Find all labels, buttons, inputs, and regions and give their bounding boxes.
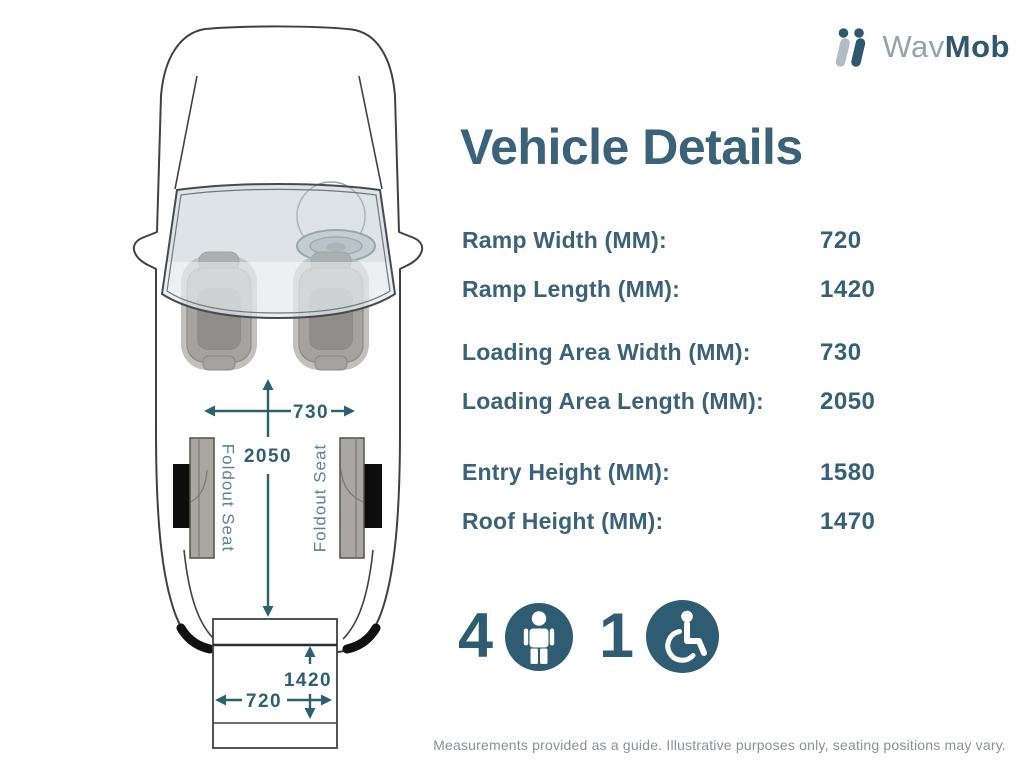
trunk-inner-line-right <box>342 549 374 640</box>
ramp-dimension-arrowheads <box>215 646 332 719</box>
person-badge <box>505 602 574 671</box>
car-body-outline <box>132 25 424 653</box>
spec-label: Roof Height (MM): <box>462 508 664 534</box>
spec-row-entry-height: Entry Height (MM): 1580 <box>462 448 1007 497</box>
spec-row-loading-length: Loading Area Length (MM): 2050 <box>462 377 1007 426</box>
wavmob-logo-text: WavMob <box>882 29 1010 65</box>
windshield-glass-lower <box>162 262 395 318</box>
hood-line-left <box>174 75 198 190</box>
spec-group-heights: Entry Height (MM): 1580 Roof Height (MM)… <box>462 448 1007 546</box>
capacity-row: 4 1 <box>458 600 720 673</box>
page-title: Vehicle Details <box>460 119 803 175</box>
spec-group-loading-area: Loading Area Width (MM): 730 Loading Are… <box>462 328 1007 426</box>
spec-label: Loading Area Width (MM): <box>462 339 751 365</box>
spec-value: 720 <box>820 226 862 254</box>
logo-text-mob: Mob <box>944 29 1010 64</box>
spec-label: Loading Area Length (MM): <box>462 388 764 414</box>
hood-line-right <box>358 75 383 190</box>
ramp-dimension-arrows <box>225 656 322 709</box>
spec-label: Ramp Length (MM): <box>462 276 681 302</box>
cabin-dimension-arrows <box>214 389 345 607</box>
logo-text-wav: Wav <box>882 29 945 64</box>
spec-value: 1420 <box>820 275 876 303</box>
trunk-inner-line-left <box>183 549 215 640</box>
spec-value: 730 <box>820 338 862 366</box>
spec-row-ramp-length: Ramp Length (MM): 1420 <box>462 265 1007 314</box>
disclaimer-text: Measurements provided as a guide. Illust… <box>433 737 1006 753</box>
cabin-width-dimension: 730 <box>293 402 329 423</box>
seat-count: 4 <box>458 601 494 671</box>
spec-value: 1580 <box>820 458 876 486</box>
rear-wheel-right <box>342 623 381 654</box>
wheelchair-badge <box>646 600 720 673</box>
windshield-outline <box>160 183 397 320</box>
spec-label: Ramp Width (MM): <box>462 227 667 253</box>
cabin-dimension-arrowheads <box>204 379 355 617</box>
vehicle-top-view-diagram: Foldout Seat Foldout Seat 730 2050 <box>132 25 424 749</box>
spec-row-ramp-width: Ramp Width (MM): 720 <box>462 216 1007 265</box>
person-icon <box>523 610 555 664</box>
ramp-width-dimension: 720 <box>246 691 282 712</box>
ramp-length-dimension: 1420 <box>284 670 332 691</box>
spec-value: 2050 <box>820 387 876 415</box>
cabin-length-dimension: 2050 <box>244 446 292 467</box>
spec-group-ramp: Ramp Width (MM): 720 Ramp Length (MM): 1… <box>462 216 1007 314</box>
windshield-inner-line <box>166 188 391 314</box>
rear-wheel-left <box>176 623 215 654</box>
foldout-seat-right <box>339 437 382 559</box>
wheelchair-count: 1 <box>599 601 635 671</box>
spec-row-roof-height: Roof Height (MM): 1470 <box>462 497 1007 546</box>
wavmob-logo-mark-icon <box>836 28 866 67</box>
wavmob-logo: WavMob <box>830 24 1010 70</box>
spec-row-loading-width: Loading Area Width (MM): 730 <box>462 328 1007 377</box>
wheelchair-icon <box>665 610 708 663</box>
windshield-glass <box>162 184 395 318</box>
rear-ramp <box>212 618 338 749</box>
foldout-seat-left <box>173 437 215 559</box>
foldout-seat-label-right: Foldout Seat <box>310 444 329 552</box>
spec-label: Entry Height (MM): <box>462 459 671 485</box>
spec-value: 1470 <box>820 507 876 535</box>
foldout-seat-label-left: Foldout Seat <box>219 444 238 552</box>
